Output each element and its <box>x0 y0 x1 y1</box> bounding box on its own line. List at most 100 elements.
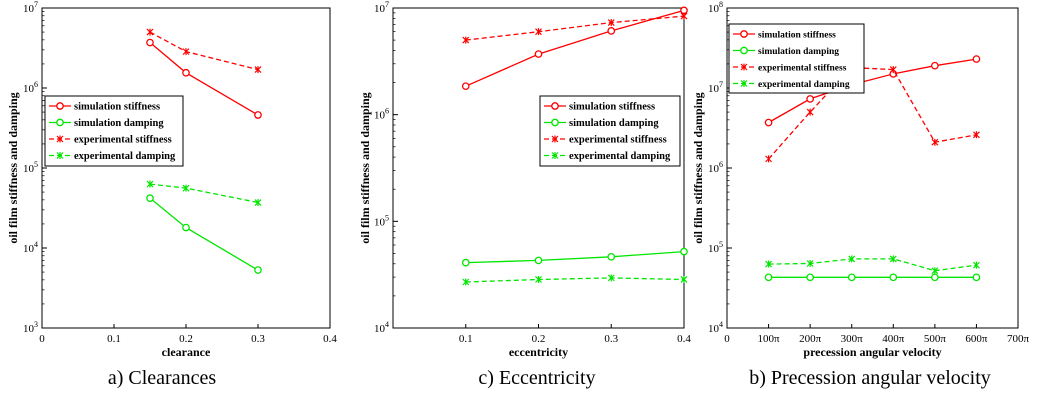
data-point <box>607 252 616 261</box>
legend-label: experimental damping <box>758 80 850 90</box>
data-point <box>764 118 773 127</box>
x-tick-label: 200π <box>799 333 822 345</box>
data-point <box>889 66 897 74</box>
y-axis-label: oil film stiffness and damping <box>691 92 705 243</box>
x-tick-label: 0.4 <box>323 333 337 345</box>
data-point <box>254 111 262 119</box>
y-tick-label: 106 <box>708 160 723 175</box>
legend-label: simulation damping <box>569 118 659 129</box>
data-point <box>535 28 542 36</box>
data-point <box>462 36 470 44</box>
legend-box <box>539 95 681 167</box>
x-tick-label: 0.1 <box>459 333 473 345</box>
x-tick-label: 700π <box>1007 333 1030 345</box>
legend-marker <box>56 152 64 159</box>
x-tick-label: 0 <box>724 333 730 345</box>
series-line-1 <box>768 58 977 124</box>
y-tick-label: 103 <box>23 320 38 335</box>
data-point <box>461 82 470 91</box>
legend-marker <box>551 135 559 143</box>
y-tick-label: 107 <box>23 0 38 15</box>
y-tick-label: 108 <box>708 0 723 15</box>
plot-frame <box>41 7 331 329</box>
data-point <box>806 108 814 116</box>
data-point <box>806 95 814 103</box>
series-line-2 <box>465 250 685 264</box>
legend-label: experimental stiffness <box>758 64 847 74</box>
y-tick-label: 105 <box>374 213 389 228</box>
data-point <box>254 66 262 74</box>
data-point <box>972 55 981 63</box>
panel-caption: c) Eccentricity <box>478 367 595 389</box>
legend-label: simulation stiffness <box>569 102 655 113</box>
data-point <box>972 273 981 282</box>
data-point <box>765 260 772 268</box>
y-axis-label: oil film stiffness and damping <box>6 92 20 243</box>
data-point <box>680 275 688 283</box>
data-point <box>254 199 262 207</box>
legend-marker <box>740 63 748 71</box>
series-line-4 <box>465 277 685 283</box>
data-point <box>806 260 814 268</box>
x-axis-label: clearance <box>162 345 211 359</box>
legend-marker <box>551 102 559 110</box>
legend-marker <box>740 80 748 87</box>
y-tick-label: 104 <box>708 320 723 335</box>
series-line-4 <box>149 183 259 204</box>
data-point <box>680 247 688 256</box>
legend-label: experimental damping <box>569 151 671 162</box>
series-line-3 <box>768 66 977 160</box>
data-point <box>889 273 898 282</box>
data-point <box>182 48 190 56</box>
x-tick-label: 0.3 <box>604 333 618 345</box>
y-tick-label: 106 <box>374 107 389 122</box>
legend-marker <box>740 46 748 55</box>
y-tick-label: 107 <box>708 80 723 95</box>
legend-label: simulation stiffness <box>758 31 836 41</box>
chart-panel-1: 0 0.1 0.2 0.3 0.4 103 104 105 106 107 simulation s… <box>6 0 337 389</box>
data-point <box>973 131 980 139</box>
data-point <box>535 275 542 283</box>
legend-marker <box>56 118 64 127</box>
data-point <box>254 266 262 274</box>
data-point <box>973 261 980 269</box>
y-tick-label: 106 <box>23 80 38 95</box>
data-point <box>534 256 543 265</box>
data-point <box>680 12 688 20</box>
data-point <box>146 38 154 47</box>
x-tick-label: 300π <box>841 333 864 345</box>
data-point <box>889 255 897 263</box>
x-tick-label: 0.2 <box>179 333 193 345</box>
x-tick-label: 0.2 <box>532 333 546 345</box>
legend-marker <box>56 135 64 143</box>
legend: simulation stiffness simulation damping ex… <box>728 23 865 94</box>
legend-label: simulation damping <box>758 47 839 57</box>
chart-panel-3: 0 100π 200π 300π 400π 500π 600π 700π 104 105 106 10… <box>691 0 1029 389</box>
series-line-2 <box>149 197 259 271</box>
series-line-4 <box>768 258 977 272</box>
panel-caption: b) Precession angular velocity <box>749 367 991 389</box>
data-point <box>607 19 615 27</box>
y-axis-label: oil film stiffness and damping <box>358 92 372 243</box>
series-line-3 <box>149 31 259 71</box>
data-point <box>931 138 939 146</box>
y-tick-label: 105 <box>708 240 723 255</box>
legend: simulation stiffness simulation damping ex… <box>539 95 681 167</box>
data-point <box>146 28 154 36</box>
data-point <box>462 278 470 286</box>
legend-label: experimental damping <box>74 151 176 162</box>
data-point <box>765 155 772 163</box>
x-axis-label: precession angular velocity <box>803 345 941 359</box>
legend-marker <box>740 30 748 38</box>
x-tick-label: 100π <box>758 333 781 345</box>
legend-marker <box>551 152 559 159</box>
x-tick-label: 400π <box>882 333 905 345</box>
legend-marker <box>56 102 64 110</box>
data-point <box>931 267 939 275</box>
data-point <box>182 68 190 77</box>
legend-label: simulation damping <box>74 118 164 129</box>
data-point <box>182 184 190 192</box>
data-point <box>931 273 939 282</box>
data-point <box>848 255 856 263</box>
